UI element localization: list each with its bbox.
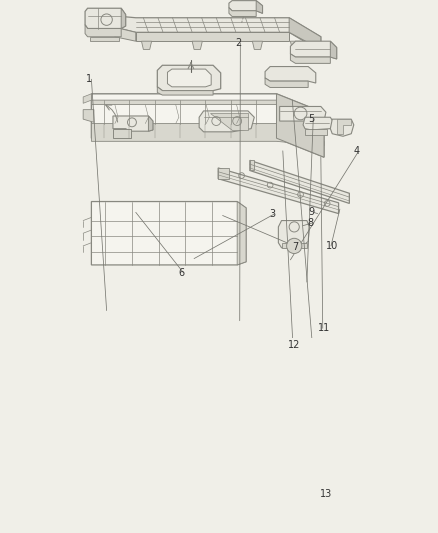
Text: 7: 7 <box>292 242 299 252</box>
Polygon shape <box>148 116 153 131</box>
Text: 10: 10 <box>326 241 338 251</box>
Polygon shape <box>330 41 337 59</box>
Text: 6: 6 <box>178 268 184 278</box>
Polygon shape <box>85 25 121 37</box>
Polygon shape <box>337 119 351 134</box>
Polygon shape <box>265 67 316 83</box>
Polygon shape <box>252 41 262 50</box>
Polygon shape <box>330 119 354 136</box>
Polygon shape <box>290 41 337 59</box>
Polygon shape <box>113 128 131 138</box>
Polygon shape <box>92 124 324 146</box>
Polygon shape <box>92 201 246 265</box>
Polygon shape <box>279 107 326 121</box>
Polygon shape <box>229 7 256 17</box>
Text: 9: 9 <box>308 207 314 217</box>
Text: 11: 11 <box>318 324 330 333</box>
Polygon shape <box>157 87 213 95</box>
Polygon shape <box>256 1 262 13</box>
Polygon shape <box>136 33 289 41</box>
Text: 2: 2 <box>235 38 241 48</box>
Text: 8: 8 <box>307 218 313 228</box>
Polygon shape <box>92 94 324 157</box>
Polygon shape <box>218 168 339 214</box>
Polygon shape <box>250 160 254 171</box>
Polygon shape <box>276 94 324 157</box>
Polygon shape <box>229 1 262 13</box>
Polygon shape <box>115 27 136 41</box>
Polygon shape <box>250 160 350 204</box>
Polygon shape <box>85 8 126 29</box>
Polygon shape <box>141 41 152 50</box>
Polygon shape <box>290 41 300 50</box>
Polygon shape <box>265 78 308 87</box>
Polygon shape <box>305 128 327 135</box>
Text: 4: 4 <box>354 146 360 156</box>
Polygon shape <box>83 110 94 122</box>
Polygon shape <box>237 201 246 265</box>
Polygon shape <box>290 54 330 63</box>
Polygon shape <box>89 37 119 41</box>
Text: 3: 3 <box>269 209 275 219</box>
Polygon shape <box>113 116 153 131</box>
Polygon shape <box>218 168 229 179</box>
Polygon shape <box>210 113 248 130</box>
Text: 13: 13 <box>320 489 332 499</box>
Polygon shape <box>121 8 126 29</box>
Polygon shape <box>92 100 324 122</box>
Text: 5: 5 <box>308 114 314 124</box>
Polygon shape <box>192 41 202 50</box>
Polygon shape <box>199 111 254 132</box>
Polygon shape <box>83 94 92 103</box>
Polygon shape <box>282 243 307 248</box>
Circle shape <box>286 238 302 254</box>
Polygon shape <box>303 117 333 130</box>
Polygon shape <box>157 65 221 91</box>
Polygon shape <box>115 16 321 51</box>
Polygon shape <box>289 18 321 50</box>
Polygon shape <box>167 69 211 87</box>
Text: 1: 1 <box>86 74 92 84</box>
Text: 12: 12 <box>288 341 300 350</box>
Polygon shape <box>279 221 309 248</box>
